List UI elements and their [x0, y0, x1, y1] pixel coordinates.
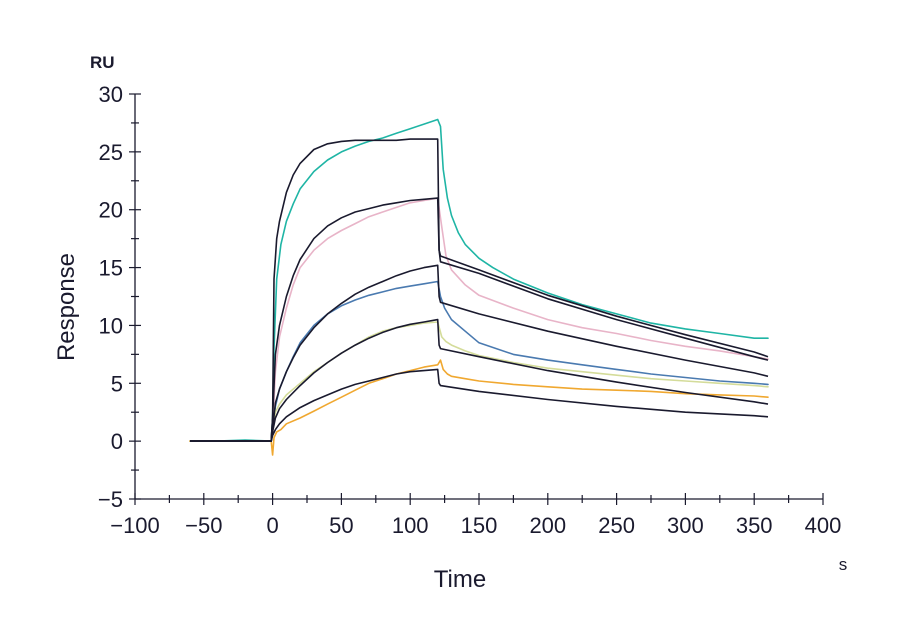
response-curve-yellowgreen-3: [189, 321, 769, 442]
x-tick-label: −50: [185, 513, 222, 538]
response-curve-teal-0: [189, 118, 769, 442]
y-tick-label: 5: [111, 371, 123, 396]
fit-curve-fit-5: [190, 138, 769, 442]
fit-curve-fit-7: [190, 264, 769, 442]
series-layer: [189, 118, 769, 456]
x-tick-label: 0: [266, 513, 278, 538]
x-tick-label: −100: [110, 513, 160, 538]
x-tick-label: 200: [529, 513, 566, 538]
x-unit-label: s: [839, 555, 848, 574]
x-tick-label: 50: [329, 513, 353, 538]
y-unit-label: RU: [90, 53, 115, 72]
y-tick-label: 10: [99, 313, 123, 338]
x-axis-title: Time: [434, 566, 486, 593]
x-tick-label: 300: [667, 513, 704, 538]
x-tick-label: 100: [392, 513, 429, 538]
response-curve-pink-1: [189, 197, 769, 442]
y-tick-label: −5: [98, 487, 123, 512]
y-tick-label: 15: [99, 256, 123, 281]
y-tick-label: 25: [99, 140, 123, 165]
fit-curve-fit-9: [190, 368, 769, 442]
response-curve-orange-4: [189, 359, 769, 456]
x-tick-label: 150: [461, 513, 498, 538]
fit-curve-fit-6: [190, 197, 769, 442]
x-tick-label: 400: [805, 513, 842, 538]
y-axis-title: Response: [53, 253, 80, 361]
y-tick-label: 20: [99, 198, 123, 223]
x-tick-label: 350: [736, 513, 773, 538]
y-tick-label: 0: [111, 429, 123, 454]
y-tick-label: 30: [99, 82, 123, 107]
x-tick-label: 250: [598, 513, 635, 538]
fit-curve-fit-8: [190, 318, 769, 442]
